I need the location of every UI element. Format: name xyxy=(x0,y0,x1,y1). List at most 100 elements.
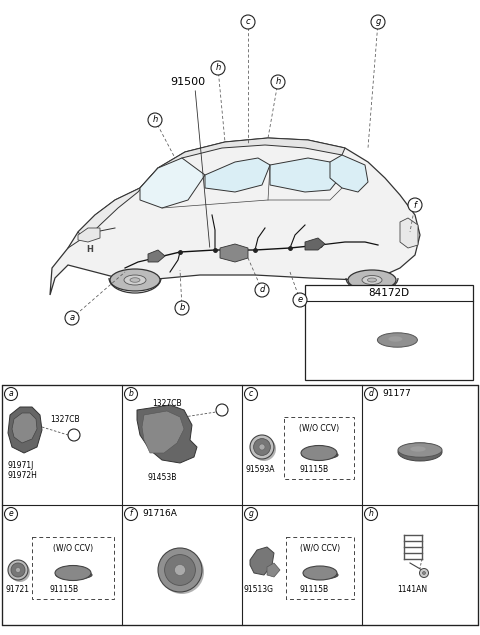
Polygon shape xyxy=(142,411,184,453)
Text: 91115B: 91115B xyxy=(50,585,79,594)
Polygon shape xyxy=(78,228,100,242)
Text: 91716A: 91716A xyxy=(142,509,177,519)
Text: 1327CB: 1327CB xyxy=(50,415,80,425)
Circle shape xyxy=(408,198,422,212)
Circle shape xyxy=(158,548,202,592)
Polygon shape xyxy=(12,413,37,443)
Text: c: c xyxy=(249,389,253,399)
Polygon shape xyxy=(140,158,205,208)
Text: h: h xyxy=(276,77,281,86)
Ellipse shape xyxy=(398,443,442,461)
Circle shape xyxy=(216,404,228,416)
Ellipse shape xyxy=(398,443,442,457)
Circle shape xyxy=(4,387,17,401)
Ellipse shape xyxy=(377,333,418,351)
Circle shape xyxy=(124,507,137,521)
Text: g: g xyxy=(375,18,381,27)
Circle shape xyxy=(371,15,385,29)
Text: 91500: 91500 xyxy=(170,77,205,87)
Circle shape xyxy=(241,15,255,29)
Ellipse shape xyxy=(410,446,426,451)
Circle shape xyxy=(175,565,185,575)
Text: c: c xyxy=(246,18,250,27)
Text: 91593A: 91593A xyxy=(246,465,276,474)
Circle shape xyxy=(160,550,204,594)
Text: 84172D: 84172D xyxy=(369,288,409,298)
Polygon shape xyxy=(78,168,158,240)
Polygon shape xyxy=(50,138,420,295)
Circle shape xyxy=(250,435,274,459)
Polygon shape xyxy=(267,563,280,577)
Circle shape xyxy=(253,439,270,455)
Circle shape xyxy=(10,562,30,582)
Circle shape xyxy=(422,572,425,575)
Circle shape xyxy=(252,437,276,461)
Ellipse shape xyxy=(362,276,382,284)
Text: (W/O CCV): (W/O CCV) xyxy=(53,544,93,554)
Text: H: H xyxy=(86,246,94,255)
Ellipse shape xyxy=(55,566,91,580)
Text: h: h xyxy=(216,64,221,72)
Ellipse shape xyxy=(377,333,418,347)
Circle shape xyxy=(15,568,21,573)
Text: b: b xyxy=(129,389,133,399)
Text: 91971J: 91971J xyxy=(7,460,34,469)
Text: a: a xyxy=(9,389,13,399)
Polygon shape xyxy=(220,244,248,262)
Ellipse shape xyxy=(303,566,337,580)
Polygon shape xyxy=(148,250,165,262)
Text: d: d xyxy=(369,389,373,399)
Circle shape xyxy=(271,75,285,89)
Polygon shape xyxy=(305,238,325,250)
Circle shape xyxy=(11,563,25,577)
Circle shape xyxy=(244,507,257,521)
Ellipse shape xyxy=(368,278,376,282)
Circle shape xyxy=(364,387,377,401)
Circle shape xyxy=(4,507,17,521)
Polygon shape xyxy=(400,218,418,248)
Text: a: a xyxy=(70,314,74,323)
Text: (W/O CCV): (W/O CCV) xyxy=(300,544,340,554)
Circle shape xyxy=(364,507,377,521)
Text: 91453B: 91453B xyxy=(147,472,176,481)
Bar xyxy=(32,537,114,599)
Circle shape xyxy=(65,311,79,325)
Text: e: e xyxy=(298,295,302,305)
Text: 1327CB: 1327CB xyxy=(152,399,181,408)
Circle shape xyxy=(420,568,429,577)
Ellipse shape xyxy=(388,337,402,342)
Ellipse shape xyxy=(56,571,92,579)
Circle shape xyxy=(8,560,28,580)
Bar xyxy=(286,537,354,599)
Text: f: f xyxy=(413,201,417,210)
Ellipse shape xyxy=(304,571,338,579)
Polygon shape xyxy=(330,155,368,192)
Ellipse shape xyxy=(130,277,140,282)
Circle shape xyxy=(255,283,269,297)
Circle shape xyxy=(293,293,307,307)
Polygon shape xyxy=(205,158,270,192)
Polygon shape xyxy=(158,138,345,172)
Circle shape xyxy=(211,61,225,75)
Text: b: b xyxy=(180,304,185,312)
Polygon shape xyxy=(270,158,342,192)
Text: h: h xyxy=(369,509,373,519)
Text: 91721: 91721 xyxy=(6,585,30,594)
Text: 91177: 91177 xyxy=(382,389,411,399)
Text: e: e xyxy=(9,509,13,519)
Bar xyxy=(305,285,473,380)
Circle shape xyxy=(68,429,80,441)
Text: 91115B: 91115B xyxy=(299,585,328,594)
Polygon shape xyxy=(137,405,197,463)
Bar xyxy=(284,417,354,479)
Circle shape xyxy=(175,301,189,315)
Ellipse shape xyxy=(348,270,396,290)
Text: 91972H: 91972H xyxy=(7,471,37,479)
Ellipse shape xyxy=(110,269,160,291)
Polygon shape xyxy=(8,407,42,453)
Ellipse shape xyxy=(302,451,338,459)
Circle shape xyxy=(124,387,137,401)
Circle shape xyxy=(244,387,257,401)
Text: f: f xyxy=(130,509,132,519)
Text: 1141AN: 1141AN xyxy=(397,585,427,594)
